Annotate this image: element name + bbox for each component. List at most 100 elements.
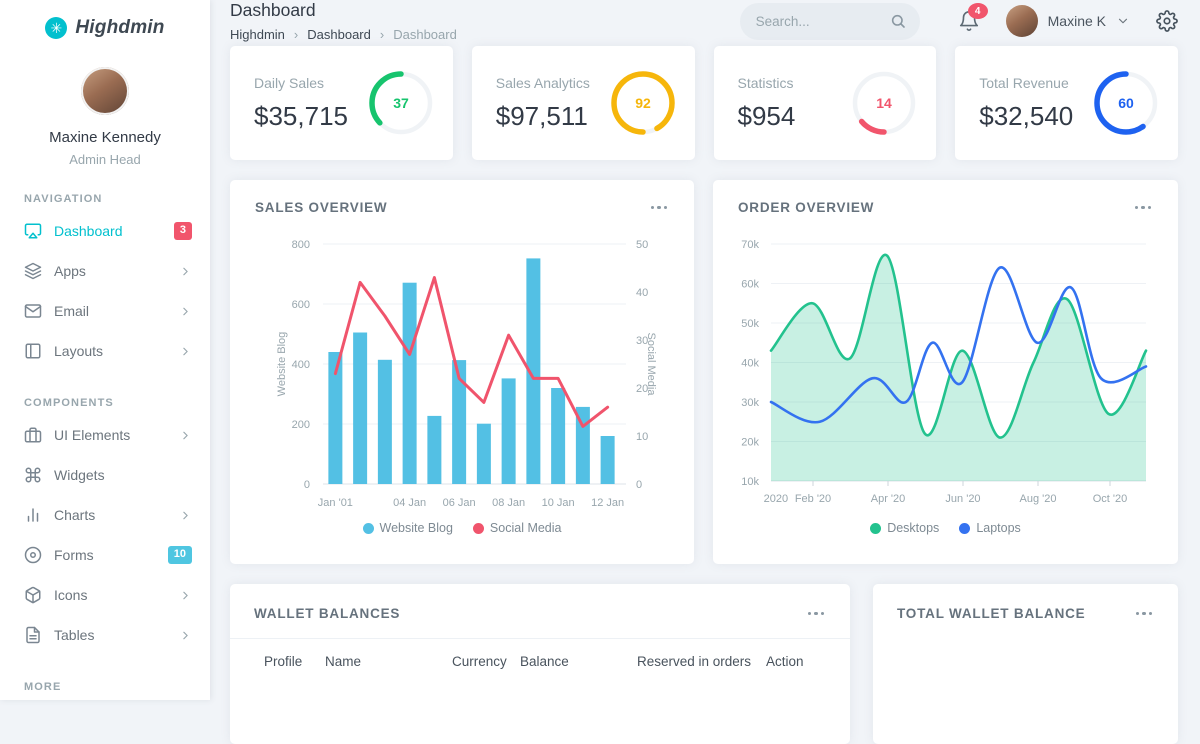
legend-item[interactable]: Laptops	[959, 521, 1021, 535]
sidebar-item-email[interactable]: Email	[0, 291, 210, 331]
divider	[230, 638, 850, 639]
layout-icon	[25, 343, 41, 359]
svg-text:50: 50	[636, 239, 648, 251]
legend-label: Desktops	[887, 521, 940, 535]
progress-ring: 37	[369, 71, 433, 135]
user-menu[interactable]: Maxine K	[1005, 5, 1130, 37]
legend-item[interactable]: Website Blog	[362, 521, 453, 535]
svg-text:06 Jan: 06 Jan	[443, 497, 476, 509]
notifications-button[interactable]: 4	[958, 3, 988, 32]
svg-text:Oct '20: Oct '20	[1093, 493, 1128, 505]
sidebar-item-label: Icons	[54, 587, 88, 603]
nav-section-label: NAVIGATION	[24, 193, 103, 205]
svg-text:40: 40	[636, 287, 648, 299]
sidebar-item-forms[interactable]: Forms 10	[0, 535, 210, 575]
logo-icon: ✳	[45, 17, 68, 39]
sidebar-item-dashboard[interactable]: Dashboard 3	[0, 211, 210, 251]
svg-text:Feb '20: Feb '20	[795, 493, 831, 505]
chart-legend: Desktops Laptops	[725, 521, 1166, 535]
sidebar-item-label: Tables	[54, 627, 95, 643]
stat-label: Sales Analytics	[495, 74, 590, 91]
wallet-table-header: Profile Name Currency Balance Reserved i…	[254, 639, 826, 669]
chevron-down-icon	[1118, 18, 1128, 24]
sidebar-item-label: Dashboard	[54, 223, 123, 239]
gear-icon[interactable]	[1156, 10, 1178, 32]
sidebar-item-widgets[interactable]: Widgets	[0, 455, 210, 495]
logo[interactable]: ✳ Highdmin	[0, 0, 210, 39]
svg-text:10 Jan: 10 Jan	[542, 497, 575, 509]
charts-row: SALES OVERVIEW 0 200 400 600 800 0 10 20 30 40 50 J…	[230, 180, 1178, 564]
column-header: Currency	[452, 654, 507, 669]
chevron-right-icon	[183, 431, 188, 439]
user-avatar[interactable]	[81, 67, 129, 115]
breadcrumb-item-current: Dashboard	[393, 27, 457, 42]
chevron-right-icon	[183, 631, 188, 639]
progress-ring: 14	[852, 71, 916, 135]
column-header: Profile	[264, 654, 303, 669]
progress-ring: 60	[1094, 71, 1158, 135]
svg-text:30: 30	[636, 335, 648, 347]
card-header: WALLET BALANCES	[254, 606, 826, 621]
breadcrumb-item[interactable]: Highdmin	[230, 27, 285, 42]
svg-text:30k: 30k	[741, 397, 759, 409]
svg-text:20: 20	[636, 383, 648, 395]
search-icon[interactable]	[890, 13, 906, 29]
card-header: ORDER OVERVIEW	[725, 200, 1166, 215]
svg-text:50k: 50k	[741, 318, 759, 330]
sidebar-item-label: UI Elements	[54, 427, 131, 443]
svg-text:40k: 40k	[741, 358, 759, 370]
card-menu-button[interactable]	[806, 608, 827, 620]
column-header: Reserved in orders	[637, 654, 752, 669]
card-menu-button[interactable]	[1133, 202, 1154, 214]
sidebar: ✳ Highdmin Maxine Kennedy Admin Head NAV…	[0, 0, 210, 700]
dashboard-badge: 3	[173, 222, 192, 240]
svg-text:0: 0	[636, 479, 642, 491]
svg-text:400: 400	[292, 359, 310, 371]
sidebar-item-layouts[interactable]: Layouts	[0, 331, 210, 371]
breadcrumb-item[interactable]: Dashboard	[307, 27, 371, 42]
column-header: Balance	[520, 654, 569, 669]
legend-label: Laptops	[976, 521, 1021, 535]
card-menu-button[interactable]	[649, 202, 670, 214]
legend-item[interactable]: Social Media	[472, 521, 562, 535]
stat-text: Statistics $954	[738, 75, 796, 132]
card-title: TOTAL WALLET BALANCE	[897, 606, 1086, 621]
chevron-right-icon	[183, 591, 188, 599]
svg-text:04 Jan: 04 Jan	[393, 497, 426, 509]
search-input[interactable]	[753, 12, 882, 30]
stat-card-statistics: Statistics $954 14	[713, 46, 937, 160]
box-icon	[25, 586, 41, 604]
sidebar-item-charts[interactable]: Charts	[0, 495, 210, 535]
legend-item[interactable]: Desktops	[870, 521, 939, 535]
stat-label: Daily Sales	[254, 74, 325, 91]
svg-text:10k: 10k	[741, 476, 759, 488]
sidebar-item-apps[interactable]: Apps	[0, 251, 210, 291]
user-profile: Maxine Kennedy Admin Head	[0, 67, 210, 167]
svg-text:14: 14	[876, 95, 892, 111]
sidebar-item-label: Widgets	[54, 467, 105, 483]
bar-chart-icon	[27, 508, 39, 522]
layers-icon	[24, 262, 42, 280]
sidebar-item-ui-elements[interactable]: UI Elements	[0, 415, 210, 455]
wallet-balances-card: WALLET BALANCES Profile Name Currency Ba…	[230, 584, 850, 744]
user-role: Admin Head	[69, 152, 141, 167]
sidebar-item-tables[interactable]: Tables	[0, 615, 210, 655]
sidebar-item-label: Apps	[54, 263, 86, 279]
svg-text:20k: 20k	[741, 437, 759, 449]
sales-overview-card: SALES OVERVIEW 0 200 400 600 800 0 10 20 30 40 50 J…	[230, 180, 694, 564]
total-wallet-balance-card: TOTAL WALLET BALANCE	[873, 584, 1178, 744]
svg-text:12 Jan: 12 Jan	[591, 497, 624, 509]
briefcase-icon	[24, 427, 42, 443]
card-menu-button[interactable]	[1134, 608, 1155, 620]
stat-card-sales-analytics: Sales Analytics $97,511 92	[471, 46, 695, 160]
stats-row: Daily Sales $35,715 37 Sales Analytics $…	[230, 46, 1178, 160]
sales-overview-chart: 0 200 400 600 800 0 10 20 30 40 50 Jan '01 04 Jan 06 …	[276, 239, 657, 509]
stat-value: $32,540	[979, 100, 1074, 131]
sidebar-item-icons[interactable]: Icons	[0, 575, 210, 615]
chevron-right-icon	[183, 511, 188, 519]
command-icon	[25, 467, 41, 483]
chevron-right-icon	[183, 307, 188, 315]
legend-dot	[472, 522, 484, 534]
stat-label: Statistics	[737, 74, 794, 91]
svg-text:200: 200	[292, 419, 310, 431]
